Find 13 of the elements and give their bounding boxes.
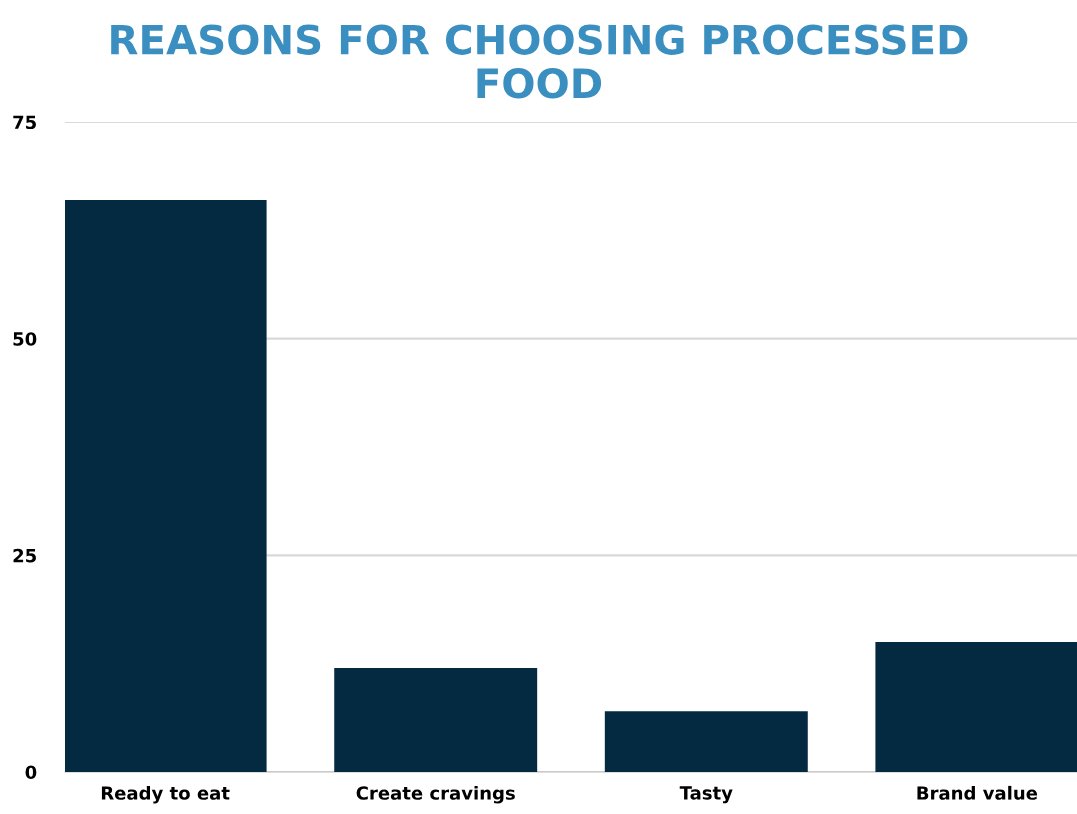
chart-title: REASONS FOR CHOOSING PROCESSED FOOD — [111, 24, 968, 99]
y-tick-label: 75 — [13, 115, 36, 130]
x-tick-label: Create cravings — [356, 785, 515, 804]
x-tick-label: Tasty — [679, 786, 733, 804]
y-tick-label: 0 — [25, 765, 37, 780]
y-tick-label: 50 — [13, 332, 37, 346]
x-tick-label: Brand value — [917, 785, 1038, 800]
y-tick-label: 25 — [13, 548, 36, 563]
bar — [334, 668, 538, 772]
bar — [65, 200, 267, 772]
bar — [875, 642, 1077, 772]
x-tick-label: Ready to eat — [101, 785, 230, 804]
bar — [604, 711, 808, 772]
